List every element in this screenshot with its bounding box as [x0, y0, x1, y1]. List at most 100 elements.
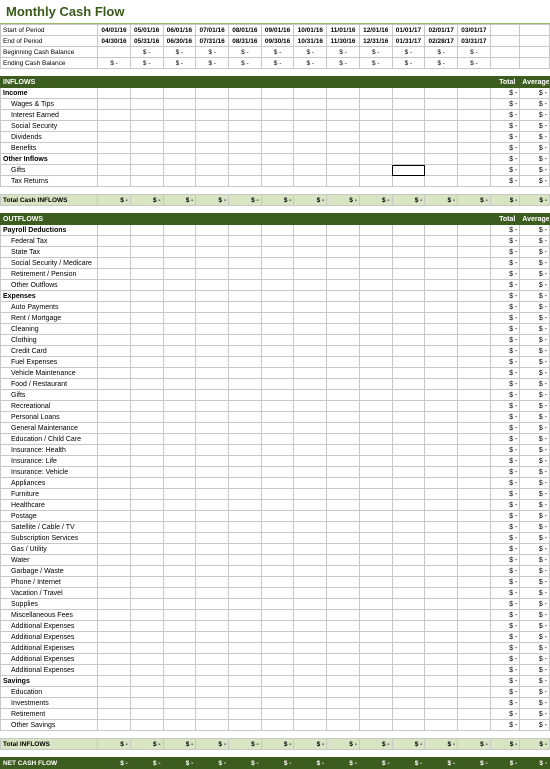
cell[interactable]	[229, 588, 262, 599]
cell[interactable]	[327, 555, 360, 566]
cell[interactable]	[425, 500, 458, 511]
total-month[interactable]: $ -	[458, 195, 491, 206]
cell[interactable]	[229, 165, 262, 176]
avg-cell[interactable]: $ -	[520, 225, 550, 236]
group-name[interactable]: Income	[1, 88, 98, 99]
cell[interactable]	[392, 665, 425, 676]
cell[interactable]	[196, 588, 229, 599]
cell[interactable]	[163, 379, 196, 390]
row-label[interactable]: Fuel Expenses	[1, 357, 98, 368]
cell[interactable]	[261, 335, 294, 346]
total-cell[interactable]: $ -	[490, 544, 520, 555]
hdr-cell[interactable]	[130, 214, 163, 225]
cell[interactable]	[294, 302, 327, 313]
cell[interactable]	[327, 88, 360, 99]
grand-avg[interactable]: $ -	[520, 195, 550, 206]
cell[interactable]	[359, 280, 392, 291]
cell[interactable]	[327, 121, 360, 132]
cell[interactable]	[425, 176, 458, 187]
avg-header[interactable]: Average	[520, 77, 550, 88]
cell[interactable]	[130, 247, 163, 258]
total-cell[interactable]: $ -	[490, 121, 520, 132]
avg-cell[interactable]: $ -	[520, 357, 550, 368]
avg-cell[interactable]: $ -	[520, 423, 550, 434]
total-month[interactable]: $ -	[261, 195, 294, 206]
cell[interactable]	[261, 621, 294, 632]
total-cell[interactable]: $ -	[490, 709, 520, 720]
blank[interactable]	[490, 25, 520, 36]
avg-cell[interactable]: $ -	[520, 720, 550, 731]
row-label[interactable]: Retirement	[1, 709, 98, 720]
cell[interactable]	[327, 258, 360, 269]
cell[interactable]	[196, 423, 229, 434]
cell[interactable]	[229, 121, 262, 132]
cell[interactable]	[294, 247, 327, 258]
cell[interactable]	[294, 588, 327, 599]
cell[interactable]	[359, 456, 392, 467]
cell[interactable]	[359, 654, 392, 665]
cell[interactable]	[425, 643, 458, 654]
cell[interactable]	[196, 247, 229, 258]
cell[interactable]	[196, 379, 229, 390]
balance-cell[interactable]: $ -	[327, 58, 360, 69]
cell[interactable]	[425, 368, 458, 379]
cell[interactable]	[130, 599, 163, 610]
cell[interactable]	[196, 687, 229, 698]
cell[interactable]	[229, 720, 262, 731]
cell[interactable]	[359, 236, 392, 247]
cell[interactable]	[392, 687, 425, 698]
cell[interactable]	[163, 302, 196, 313]
cell[interactable]	[458, 368, 491, 379]
cell[interactable]	[163, 610, 196, 621]
cell[interactable]	[458, 143, 491, 154]
cell[interactable]	[163, 533, 196, 544]
cell[interactable]	[294, 445, 327, 456]
cell[interactable]	[261, 566, 294, 577]
avg-cell[interactable]: $ -	[520, 489, 550, 500]
total-cell[interactable]: $ -	[490, 110, 520, 121]
date-cell[interactable]: 09/01/16	[261, 25, 294, 36]
total-cell[interactable]: $ -	[490, 698, 520, 709]
cell[interactable]	[392, 445, 425, 456]
cell[interactable]	[392, 357, 425, 368]
cell[interactable]	[359, 478, 392, 489]
cell[interactable]	[425, 687, 458, 698]
cell[interactable]	[163, 99, 196, 110]
date-cell[interactable]: 10/01/16	[294, 25, 327, 36]
row-label[interactable]: Credit Card	[1, 346, 98, 357]
cell[interactable]	[294, 544, 327, 555]
cell[interactable]	[163, 313, 196, 324]
row-label[interactable]: Phone / Internet	[1, 577, 98, 588]
cell[interactable]	[130, 621, 163, 632]
cell[interactable]	[196, 346, 229, 357]
cell[interactable]	[229, 390, 262, 401]
cell[interactable]	[425, 456, 458, 467]
cell[interactable]	[294, 390, 327, 401]
cell[interactable]	[196, 566, 229, 577]
row-label[interactable]: Retirement / Pension	[1, 269, 98, 280]
cell[interactable]	[229, 154, 262, 165]
avg-cell[interactable]: $ -	[520, 302, 550, 313]
cell[interactable]	[327, 401, 360, 412]
cell[interactable]	[229, 555, 262, 566]
cell[interactable]	[392, 165, 425, 176]
cell[interactable]	[196, 412, 229, 423]
total-month[interactable]: $ -	[261, 739, 294, 750]
cell[interactable]	[229, 544, 262, 555]
cell[interactable]	[98, 291, 131, 302]
cell[interactable]	[130, 511, 163, 522]
cell[interactable]	[261, 302, 294, 313]
cell[interactable]	[261, 434, 294, 445]
cell[interactable]	[130, 456, 163, 467]
cell[interactable]	[261, 709, 294, 720]
row-label[interactable]: Wages & Tips	[1, 99, 98, 110]
cell[interactable]	[98, 99, 131, 110]
cell[interactable]	[294, 632, 327, 643]
cell[interactable]	[163, 335, 196, 346]
cell[interactable]	[261, 544, 294, 555]
cell[interactable]	[458, 176, 491, 187]
grand-total[interactable]: $ -	[490, 195, 520, 206]
hdr-cell[interactable]	[130, 77, 163, 88]
cell[interactable]	[261, 313, 294, 324]
cell[interactable]	[327, 489, 360, 500]
